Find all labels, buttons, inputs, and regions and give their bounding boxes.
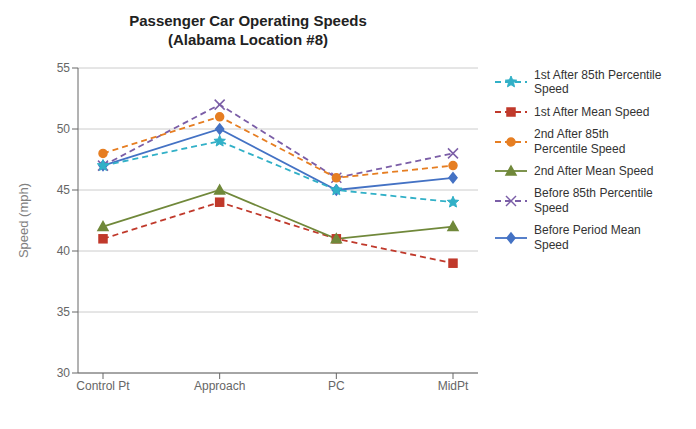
svg-text:Speed (mph): Speed (mph): [16, 183, 31, 258]
svg-text:50: 50: [57, 122, 71, 136]
svg-text:MidPt: MidPt: [438, 379, 469, 393]
html-text:Before 85th Percentile Speed: Before 85th Percentile Speed: [534, 186, 653, 215]
svg-text:30: 30: [57, 366, 71, 380]
html-text:1st After 85th Percentile Spee: 1st After 85th Percentile Speed: [534, 68, 662, 97]
svg-text:35: 35: [57, 305, 71, 319]
html-text:Before Period Mean Speed: Before Period Mean Speed: [534, 223, 641, 252]
svg-text:Control Pt: Control Pt: [76, 379, 130, 393]
svg-text:Approach: Approach: [194, 379, 245, 393]
svg-text:45: 45: [57, 183, 71, 197]
html-text:1st After Mean Speed: 1st After Mean Speed: [534, 104, 650, 119]
svg-text:PC: PC: [328, 379, 345, 393]
html-text:Passenger Car Operating Speeds: Passenger Car Operating Speeds (Alabama …: [129, 12, 367, 48]
html-text:2nd After 85th Percentile Spee: 2nd After 85th Percentile Speed: [534, 127, 626, 156]
html-text:2nd After Mean Speed: 2nd After Mean Speed: [534, 164, 654, 178]
svg-text:40: 40: [57, 244, 71, 258]
svg-text:55: 55: [57, 61, 71, 75]
